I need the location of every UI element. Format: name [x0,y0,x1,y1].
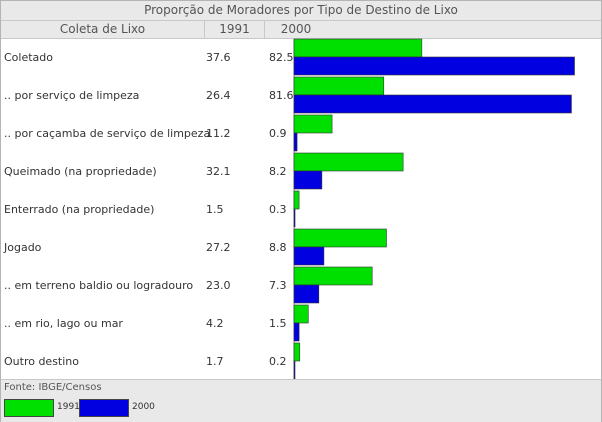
row-label: .. em terreno baldio ou logradouro [4,279,194,292]
table-row: Coletado 37.6 82.5 [1,39,601,77]
bar-1991-2 [293,114,333,134]
table-header: Coleta de Lixo 1991 2000 [1,21,601,39]
value-1991: 1.5 [206,203,224,216]
value-1991: 11.2 [206,127,231,140]
value-1991: 27.2 [206,241,231,254]
bar-1991-6 [293,266,373,286]
table-row: .. em terreno baldio ou logradouro 23.0 … [1,267,601,305]
bar-1991-4 [293,190,300,210]
value-1991: 32.1 [206,165,231,178]
bar-1991-5 [293,228,387,248]
bar-1991-8 [293,342,301,362]
bar-2000-5 [293,246,325,266]
bar-1991-7 [293,304,309,324]
legend-label-1991: 1991 [57,402,80,412]
value-1991: 23.0 [206,279,231,292]
row-label: .. por serviço de limpeza [4,89,140,102]
value-2000: 0.2 [269,355,287,368]
bar-2000-7 [293,322,300,342]
table-row: .. em rio, lago ou mar 4.2 1.5 [1,305,601,343]
bar-2000-6 [293,284,320,304]
bar-1991-0 [293,38,423,58]
row-label: Coletado [4,51,54,64]
bar-2000-1 [293,94,572,114]
source-note: Fonte: IBGE/Censos [4,382,102,393]
header-year-2000: 2000 [280,22,312,36]
value-2000: 8.8 [269,241,287,254]
value-1991: 4.2 [206,317,224,330]
header-year-1991: 1991 [205,21,265,38]
value-1991: 26.4 [206,89,231,102]
row-label: Queimado (na propriedade) [4,165,157,178]
legend-label-2000: 2000 [132,402,155,412]
table-row: .. por serviço de limpeza 26.4 81.6 [1,77,601,115]
row-label: Jogado [4,241,42,254]
header-category: Coleta de Lixo [1,21,205,38]
table-row: Jogado 27.2 8.8 [1,229,601,267]
table-row: Outro destino 1.7 0.2 [1,343,601,381]
bar-2000-8 [293,360,296,379]
row-label: Outro destino [4,355,80,368]
bar-2000-3 [293,170,323,190]
table-row: Queimado (na propriedade) 32.1 8.2 [1,153,601,191]
chart-title: Proporção de Moradores por Tipo de Desti… [1,1,601,21]
row-label: .. por caçamba de serviço de limpeza [4,127,211,140]
value-2000: 7.3 [269,279,287,292]
value-2000: 8.2 [269,165,287,178]
bar-2000-0 [293,56,575,76]
value-2000: 81.6 [269,89,294,102]
value-2000: 0.9 [269,127,287,140]
value-2000: 1.5 [269,317,287,330]
value-2000: 82.5 [269,51,294,64]
table-row: .. por caçamba de serviço de limpeza 11.… [1,115,601,153]
row-label: .. em rio, lago ou mar [4,317,123,330]
legend-swatch-1991 [4,399,54,417]
legend-swatch-2000 [79,399,129,417]
bar-2000-4 [293,208,296,228]
bar-1991-3 [293,152,404,172]
bar-2000-2 [293,132,298,152]
value-1991: 1.7 [206,355,224,368]
value-1991: 37.6 [206,51,231,64]
bar-1991-1 [293,76,385,96]
bar-chart [293,38,575,379]
chart-footer: Fonte: IBGE/Censos 1991 2000 [1,379,601,422]
table-row: Enterrado (na propriedade) 1.5 0.3 [1,191,601,229]
value-2000: 0.3 [269,203,287,216]
row-label: Enterrado (na propriedade) [4,203,155,216]
